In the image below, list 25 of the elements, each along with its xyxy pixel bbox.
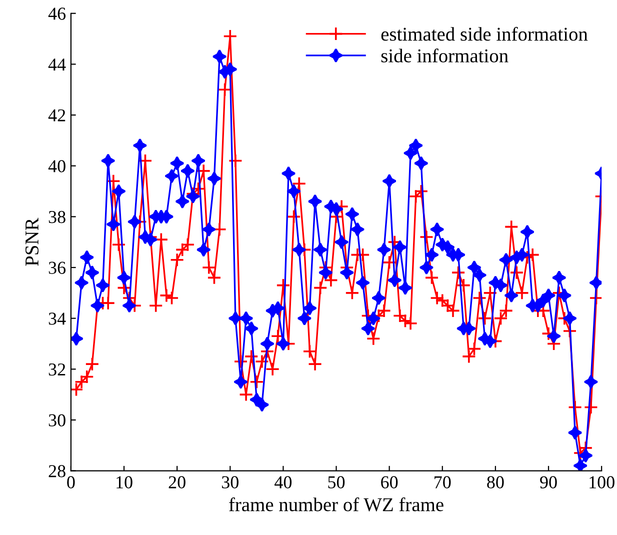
x-tick-label: 100 <box>590 476 614 488</box>
y-tick-label: 44 <box>48 58 66 70</box>
y-tick-label: 32 <box>48 363 66 376</box>
x-tick-label: 60 <box>381 476 398 488</box>
y-tick-label: 42 <box>48 109 66 122</box>
y-axis-title: PSNR <box>25 218 39 266</box>
y-tick-label: 36 <box>48 262 66 274</box>
x-tick-label: 70 <box>434 476 451 488</box>
y-tick-label: 28 <box>48 465 66 478</box>
x-tick-label: 30 <box>222 476 238 488</box>
x-tick-label: 80 <box>487 476 504 488</box>
y-tick-label: 40 <box>48 160 66 172</box>
legend-label: estimated side information <box>381 26 588 41</box>
legend-label: side information <box>381 48 508 62</box>
y-tick-label: 46 <box>48 8 66 20</box>
x-tick-label: 0 <box>67 476 75 488</box>
x-tick-label: 10 <box>116 476 132 488</box>
y-tick-label: 30 <box>48 414 66 426</box>
y-tick-label: 38 <box>48 210 66 224</box>
x-axis-title: frame number of WZ frame <box>229 497 444 512</box>
x-tick-label: 20 <box>168 476 186 488</box>
y-tick-label: 34 <box>48 312 66 325</box>
x-tick-label: 40 <box>274 476 292 488</box>
x-tick-label: 90 <box>540 476 557 488</box>
x-tick-label: 50 <box>328 476 345 488</box>
